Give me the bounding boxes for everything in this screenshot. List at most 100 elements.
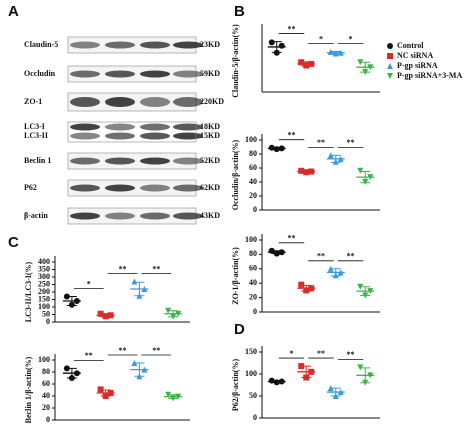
data-point [308, 168, 315, 175]
significance-label: ** [119, 264, 127, 273]
data-point [102, 313, 109, 320]
data-point [97, 386, 104, 393]
panel-label: A [8, 3, 19, 20]
data-point [278, 42, 285, 49]
data-point [107, 390, 114, 396]
data-point [303, 169, 310, 176]
blot-size: 220KD [200, 97, 224, 106]
data-point [268, 247, 275, 254]
data-point [107, 312, 114, 319]
blot-size: 15KD [200, 131, 220, 140]
panel-label: B [234, 3, 245, 20]
blot-label: Claudin-5 [24, 40, 58, 49]
blot-size: 59KD [200, 69, 220, 78]
significance-label: ** [317, 349, 325, 358]
band [173, 212, 203, 220]
legend-label: NC siRNA [397, 51, 433, 60]
significance-label: ** [347, 350, 355, 359]
y-tick-label: 0 [46, 317, 50, 326]
data-point [273, 250, 280, 257]
data-point [357, 364, 364, 371]
data-point [73, 298, 80, 304]
significance-label: ** [317, 252, 325, 261]
y-tick-label: 50 [249, 391, 257, 400]
significance-label: ** [152, 264, 160, 273]
y-axis-label: Beclin 1/β-actin(%) [24, 356, 33, 423]
y-tick-label: 60 [249, 163, 257, 172]
y-axis-label: LC3-II/LC3-I(%) [24, 261, 33, 322]
y-tick-label: 300 [38, 272, 50, 281]
band [140, 184, 170, 192]
band [70, 132, 100, 140]
data-point [367, 64, 374, 71]
significance-label: * [290, 349, 294, 358]
significance-label: * [319, 34, 323, 43]
blot-label: LC3-II [24, 131, 48, 140]
blot-label: ZO-1 [24, 97, 42, 106]
y-tick-label: 80 [42, 367, 50, 376]
band [70, 184, 100, 192]
legend-label: P-gp siRNA+3-MA [397, 71, 462, 80]
band [105, 212, 135, 220]
significance-label: * [349, 34, 353, 43]
y-tick-label: 0 [253, 205, 257, 214]
band [140, 132, 170, 140]
y-tick-label: 100 [38, 355, 50, 364]
y-axis-label: ZO-1/β-actin(%) [231, 247, 240, 305]
band [105, 157, 135, 165]
data-point [367, 174, 374, 181]
legend-marker [387, 63, 393, 69]
data-point [278, 249, 285, 256]
band [70, 97, 100, 107]
data-point [332, 393, 339, 399]
data-point [273, 49, 280, 56]
band [105, 97, 135, 107]
blot-label: P62 [24, 183, 37, 192]
band [140, 123, 170, 131]
data-point [298, 363, 305, 370]
y-tick-label: 80 [249, 149, 257, 158]
y-tick-label: 350 [38, 264, 50, 273]
chart: Occludin/β-actin(%) 0 20 40 60 80 100 ** ** ** [231, 131, 380, 214]
band [173, 157, 203, 165]
legend-marker [387, 53, 393, 59]
data-point [362, 292, 369, 299]
chart: Claudin-5/β-actin(%) *** * [231, 24, 380, 98]
data-point [298, 281, 305, 288]
data-point [273, 146, 280, 153]
data-point [362, 379, 369, 386]
significance-label: ** [119, 346, 127, 355]
band [173, 41, 203, 49]
data-point [327, 48, 334, 55]
data-point [327, 265, 334, 272]
band [140, 97, 170, 107]
data-point [165, 307, 172, 314]
data-point [357, 167, 364, 174]
y-tick-label: 400 [38, 257, 50, 266]
data-point [337, 389, 344, 396]
data-point [327, 152, 334, 159]
data-point [102, 393, 109, 399]
y-tick-label: 80 [249, 249, 257, 258]
data-point [357, 59, 364, 66]
y-tick-label: 0 [46, 415, 50, 424]
blot-size: 18KD [200, 122, 220, 131]
data-point [175, 310, 182, 317]
data-point [141, 366, 148, 373]
band [70, 41, 100, 49]
band [105, 132, 135, 140]
data-point [268, 144, 275, 151]
y-tick-label: 150 [38, 294, 50, 303]
data-point [303, 287, 310, 294]
legend-label: P-gp siRNA [397, 61, 438, 70]
legend-marker [387, 73, 393, 79]
significance-label: * [87, 279, 91, 288]
y-tick-label: 100 [245, 135, 257, 144]
y-tick-label: 200 [38, 287, 50, 296]
data-point [68, 301, 75, 308]
blot-label: Beclin 1 [24, 156, 51, 165]
data-point [298, 167, 305, 174]
data-point [362, 69, 369, 76]
